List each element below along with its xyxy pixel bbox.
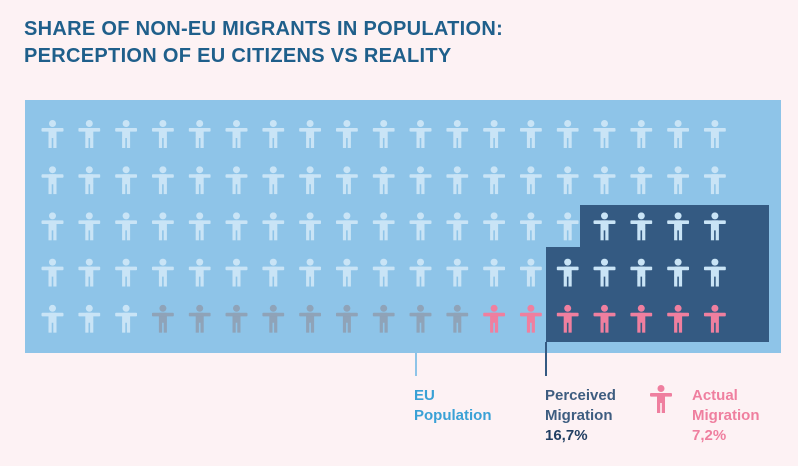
- legend-actual-line1: Actual: [692, 387, 738, 404]
- legend-eu-line1: EU: [414, 387, 435, 404]
- legend-perceived-value: 16,7%: [545, 427, 588, 444]
- legend-eu-line2: Population: [414, 407, 492, 424]
- legend-actual-line2: Migration: [692, 407, 760, 424]
- person-icon: [650, 385, 672, 413]
- chart-title: SHARE OF NON-EU MIGRANTS IN POPULATION: …: [24, 16, 503, 70]
- chart-title-line2: PERCEPTION OF EU CITIZENS VS REALITY: [24, 45, 452, 67]
- legend-perceived-migration: Perceived Migration 16,7%: [545, 386, 616, 446]
- legend-actual-migration: Actual Migration 7,2%: [692, 386, 760, 446]
- legend-perceived-line2: Migration: [545, 407, 613, 424]
- legend-perceived-line1: Perceived: [545, 387, 616, 404]
- legend-eu-population: EU Population: [414, 386, 492, 426]
- legend-actual-value: 7,2%: [692, 427, 727, 444]
- chart-title-line1: SHARE OF NON-EU MIGRANTS IN POPULATION:: [24, 18, 504, 40]
